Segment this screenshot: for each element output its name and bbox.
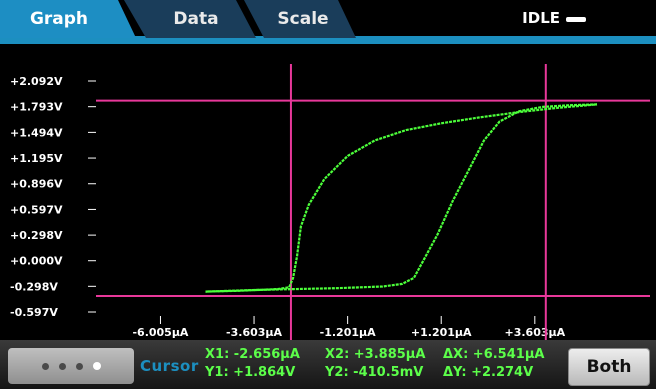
y-tick-label: +0.000V bbox=[10, 255, 63, 268]
swipe-handle[interactable] bbox=[8, 348, 134, 384]
cursor-x1-readout: X1: -2.656µA bbox=[205, 347, 300, 362]
tab-scale[interactable]: Scale bbox=[244, 0, 356, 38]
y-tick-label: +0.298V bbox=[10, 229, 63, 242]
x-axis: -6.005µA -3.603µA -1.201µA +1.201µA +3.603µA bbox=[132, 316, 566, 339]
cursor-y2-readout: Y2: -410.5mV bbox=[325, 365, 424, 380]
tab-bar: Scale Data Graph IDLE bbox=[0, 0, 656, 44]
y-tick-label: +1.494V bbox=[10, 126, 63, 139]
data-traces bbox=[205, 103, 598, 293]
x-tick-label: -1.201µA bbox=[320, 326, 376, 339]
tab-scale-label: Scale bbox=[277, 9, 329, 29]
y-tick-label: +0.896V bbox=[10, 178, 63, 191]
status-indicator[interactable]: IDLE bbox=[522, 9, 586, 27]
both-cursors-button[interactable]: Both bbox=[568, 348, 650, 386]
x-tick-label: -3.603µA bbox=[226, 326, 282, 339]
x-tick-label: -6.005µA bbox=[132, 326, 188, 339]
cursor-label: Cursor bbox=[140, 357, 199, 375]
cursor-y1-readout: Y1: +1.864V bbox=[205, 365, 296, 380]
cursor-x2-readout: X2: +3.885µA bbox=[325, 347, 426, 362]
y-tick-label: -0.597V bbox=[10, 306, 58, 319]
x-tick-label: +1.201µA bbox=[411, 326, 472, 339]
x-tick-label: +3.603µA bbox=[505, 326, 566, 339]
idle-bar-icon bbox=[566, 16, 586, 22]
y-axis: +2.092V +1.793V +1.494V +1.195V +0.896V +0.59… bbox=[10, 75, 96, 319]
page-dot bbox=[75, 362, 83, 370]
page-dot bbox=[92, 362, 101, 370]
page-dot bbox=[41, 362, 49, 370]
cursor-bar: Cursor X1: -2.656µA Y1: +1.864V X2: +3.8… bbox=[0, 340, 656, 389]
trace-lower-branch bbox=[205, 103, 598, 293]
tab-graph[interactable]: Graph bbox=[0, 0, 136, 38]
y-tick-label: +1.195V bbox=[10, 152, 63, 165]
y-tick-label: +0.597V bbox=[10, 203, 63, 216]
y-tick-label: -0.298V bbox=[10, 280, 58, 293]
tab-graph-label: Graph bbox=[29, 9, 89, 29]
status-text: IDLE bbox=[522, 9, 560, 27]
tab-data[interactable]: Data bbox=[124, 0, 256, 38]
tab-data-label: Data bbox=[173, 9, 219, 29]
cursor-dx-readout: ΔX: +6.541µA bbox=[443, 347, 545, 362]
page-dot bbox=[58, 362, 66, 370]
y-tick-label: +1.793V bbox=[10, 101, 63, 114]
y-tick-label: +2.092V bbox=[10, 75, 63, 88]
cursor-dy-readout: ΔY: +2.274V bbox=[443, 365, 534, 380]
graph-plot[interactable]: +2.092V +1.793V +1.494V +1.195V +0.896V +0.59… bbox=[0, 44, 656, 340]
trace-upper-branch bbox=[205, 103, 598, 293]
